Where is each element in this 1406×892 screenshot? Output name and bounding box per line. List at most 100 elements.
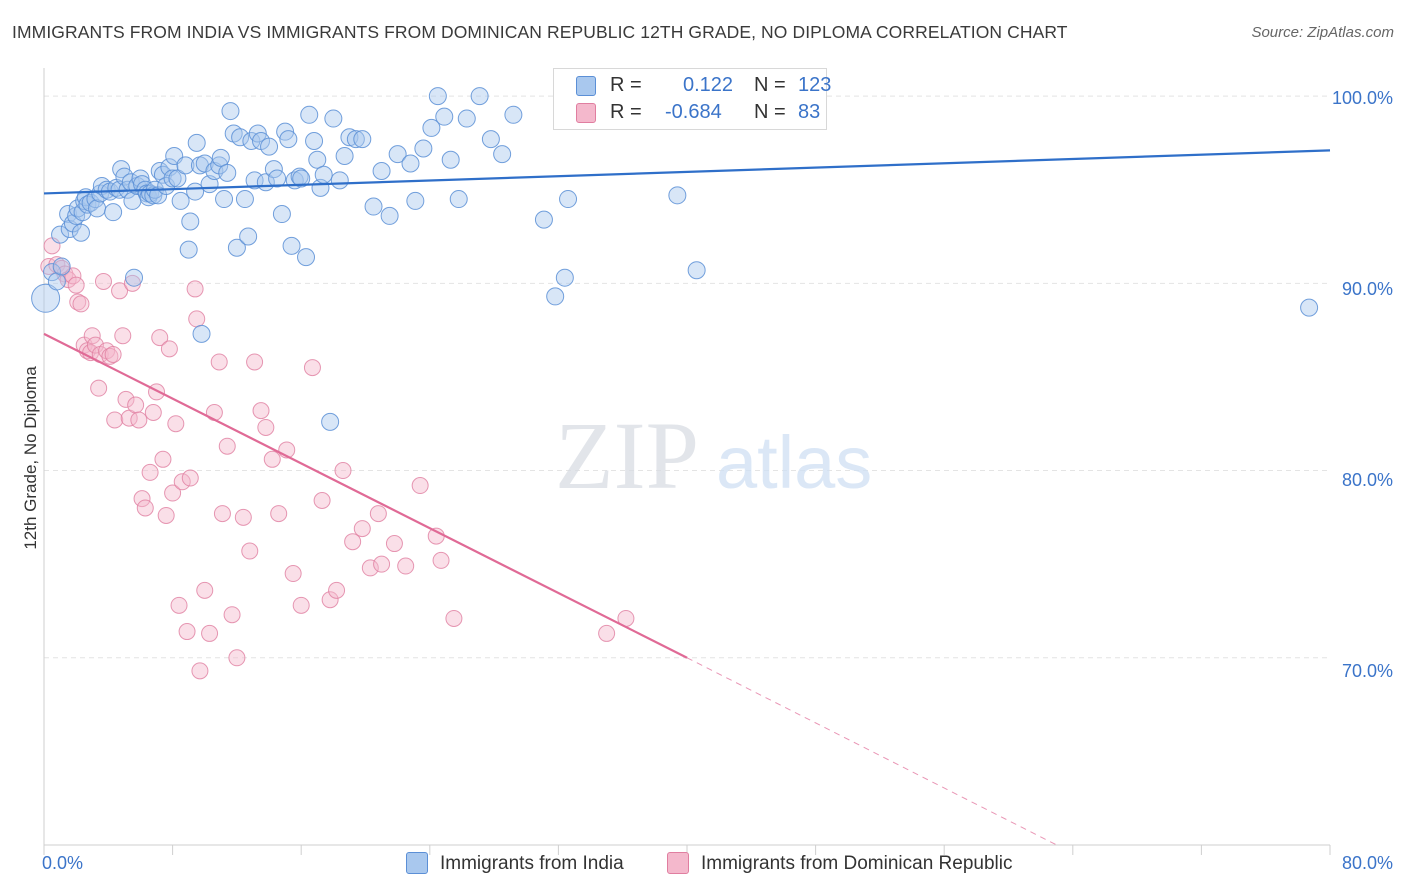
bottom-legend-india: Immigrants from India [406, 852, 624, 875]
india-point [176, 156, 195, 175]
dominican-point [292, 596, 310, 614]
dominican-point [94, 272, 112, 290]
india-point [235, 190, 254, 209]
india-point [43, 263, 62, 282]
dominican-point [191, 662, 209, 680]
india-point [181, 212, 200, 231]
y-tick-label: 80.0% [1342, 470, 1393, 490]
india-point [52, 257, 71, 276]
india-point [221, 102, 240, 121]
dominican-n-value: 83 [798, 101, 821, 123]
dominican-point [157, 506, 175, 524]
india-r-label: R = [610, 74, 642, 96]
dominican-point [210, 353, 228, 371]
india-point [314, 165, 333, 184]
india-point [422, 118, 441, 137]
dominican-point [104, 345, 122, 363]
dominican-point [154, 450, 172, 468]
dominican-point [196, 581, 214, 599]
dominican-point [83, 327, 101, 345]
india-point [268, 169, 287, 188]
india-point [88, 199, 107, 218]
dominican-point [598, 624, 616, 642]
dominican-point [160, 340, 178, 358]
chart-source: Source: ZipAtlas.com [1251, 24, 1394, 41]
chart-title: IMMIGRANTS FROM INDIA VS IMMIGRANTS FROM… [12, 22, 1068, 42]
dominican-point [228, 649, 246, 667]
stats-legend: R = 0.122 N = 123 R = -0.684 N = 83 [553, 68, 831, 130]
dominican-point [148, 383, 166, 401]
watermark-atlas: atlas [716, 421, 872, 504]
dominican-point [373, 555, 391, 573]
dominican-point [178, 623, 196, 641]
india-point [401, 154, 420, 173]
dominican-point [64, 267, 82, 285]
india-n-label: N = [754, 74, 786, 96]
dominican-point [106, 411, 124, 429]
dominican-swatch [576, 103, 596, 123]
india-point [47, 272, 66, 291]
india-point [125, 268, 144, 287]
india-point [555, 268, 574, 287]
dominican-point [86, 336, 104, 354]
dominican-r-value: -0.684 [665, 101, 722, 123]
y-tick-label: 90.0% [1342, 279, 1393, 299]
bottom-india-label: Immigrants from India [440, 853, 624, 874]
india-point [470, 87, 489, 106]
india-point [449, 190, 468, 209]
india-point [260, 137, 279, 156]
dominican-point [170, 596, 188, 614]
india-point [406, 191, 425, 210]
dominican-point [411, 477, 429, 495]
dominican-point [151, 329, 169, 347]
dominican-point [167, 415, 185, 433]
india-point [264, 160, 283, 179]
dominican-point [90, 379, 108, 397]
india-point [245, 171, 264, 190]
dominican-point [144, 404, 162, 422]
dominican-point [111, 282, 129, 300]
dominican-r-label: R = [610, 101, 642, 123]
india-point [441, 150, 460, 169]
dominican-point [270, 505, 288, 523]
india-point [179, 240, 198, 259]
india-point [428, 87, 447, 106]
dominican-point [234, 508, 252, 526]
india-point [321, 412, 340, 431]
india-point [1300, 298, 1319, 317]
india-point [388, 145, 407, 164]
india-point [211, 148, 230, 167]
india-point [192, 324, 211, 343]
india-point [171, 191, 190, 210]
india-point [493, 145, 512, 164]
india-point [305, 132, 324, 151]
india-point [668, 186, 687, 205]
dominican-point [136, 499, 154, 517]
dominican-point [432, 551, 450, 569]
dominican-point [252, 402, 270, 420]
india-point [227, 238, 246, 257]
india-point [279, 130, 298, 149]
y-tick-label: 100.0% [1332, 88, 1393, 108]
dominican-point [246, 353, 264, 371]
y-axis-title: 12th Grade, No Diploma [21, 366, 40, 550]
india-point [153, 165, 172, 184]
dominican-point [257, 418, 275, 436]
y-tick-labels: 100.0% 90.0% 80.0% 70.0% [1332, 88, 1393, 681]
india-swatch [576, 76, 596, 96]
dominican-point [321, 591, 339, 609]
india-points [31, 87, 1319, 431]
dominican-point [72, 295, 90, 313]
india-point [71, 223, 90, 242]
x-tick-label-left: 0.0% [42, 853, 83, 873]
dominican-point [223, 606, 241, 624]
dominican-point [445, 609, 463, 627]
dominican-point [353, 520, 371, 538]
india-point [300, 105, 319, 124]
dominican-point [303, 359, 321, 377]
dominican-point [385, 535, 403, 553]
india-point [687, 261, 706, 280]
india-point [60, 220, 79, 239]
dominican-point [344, 533, 362, 551]
